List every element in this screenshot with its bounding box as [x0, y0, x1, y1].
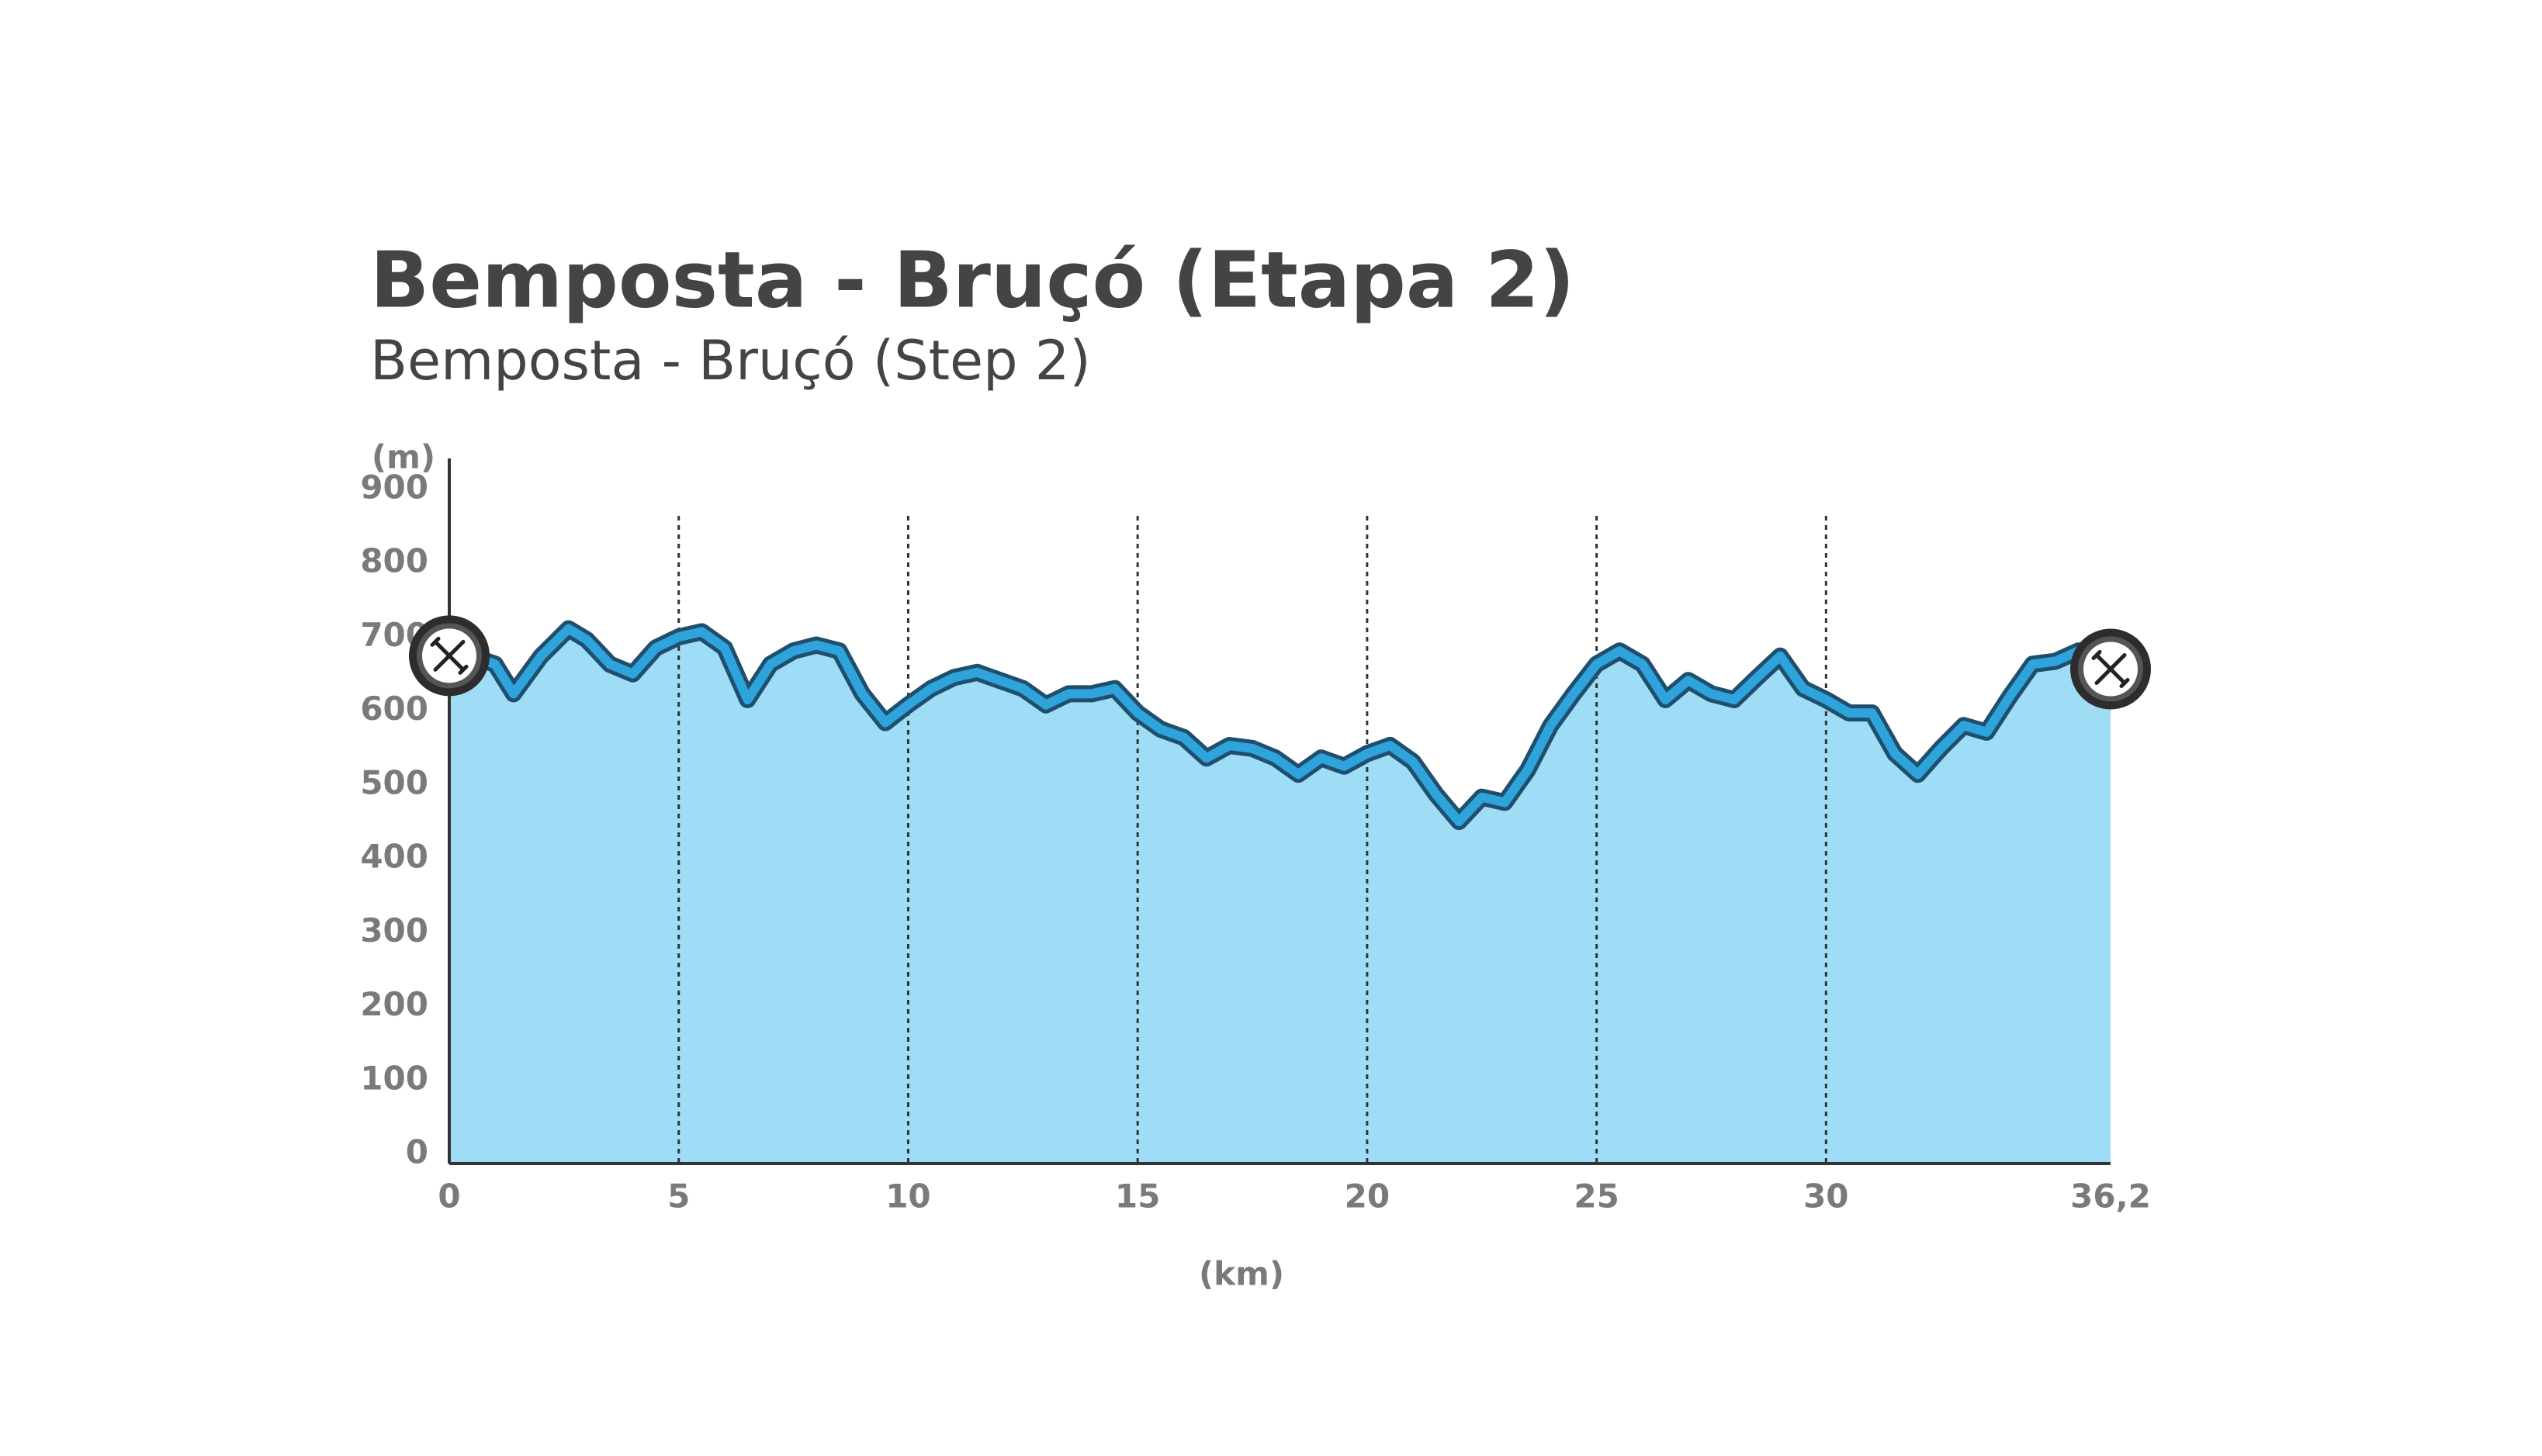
chart-title: Bemposta - Bruçó (Etapa 2)	[370, 234, 1574, 325]
line	[447, 624, 2112, 827]
y-tick-label: 400	[360, 838, 428, 876]
y-tick-label: 500	[360, 763, 428, 801]
y-tick-label: 0	[406, 1133, 428, 1171]
x-tick-label: 25	[1574, 1178, 1619, 1216]
x-tick-label: 5	[667, 1178, 690, 1216]
y-tick-label: 600	[360, 690, 428, 728]
y-tick-label: 200	[360, 985, 428, 1023]
y-tick-label: 800	[360, 542, 428, 580]
chart-subtitle: Bemposta - Bruçó (Step 2)	[370, 329, 1091, 393]
x-axis-label: (km)	[1199, 1255, 1284, 1293]
y-tick-label: 100	[360, 1059, 428, 1097]
tool-marker	[2070, 628, 2151, 710]
tool-marker	[409, 615, 490, 697]
x-tick-label: 36,2	[2070, 1178, 2151, 1216]
marker-icon	[430, 636, 469, 675]
y-tick-label: 300	[360, 911, 428, 949]
x-tick-label: 20	[1345, 1178, 1390, 1216]
area	[449, 628, 2111, 1164]
y-tick-label: 900	[360, 469, 428, 507]
x-tick-label: 30	[1803, 1178, 1848, 1216]
y-axis-label: (m)	[372, 438, 435, 476]
x-tick-label: 10	[885, 1178, 930, 1216]
marker-icon	[2091, 649, 2130, 688]
x-tick-label: 0	[438, 1178, 460, 1216]
x-tick-label: 15	[1115, 1178, 1160, 1216]
